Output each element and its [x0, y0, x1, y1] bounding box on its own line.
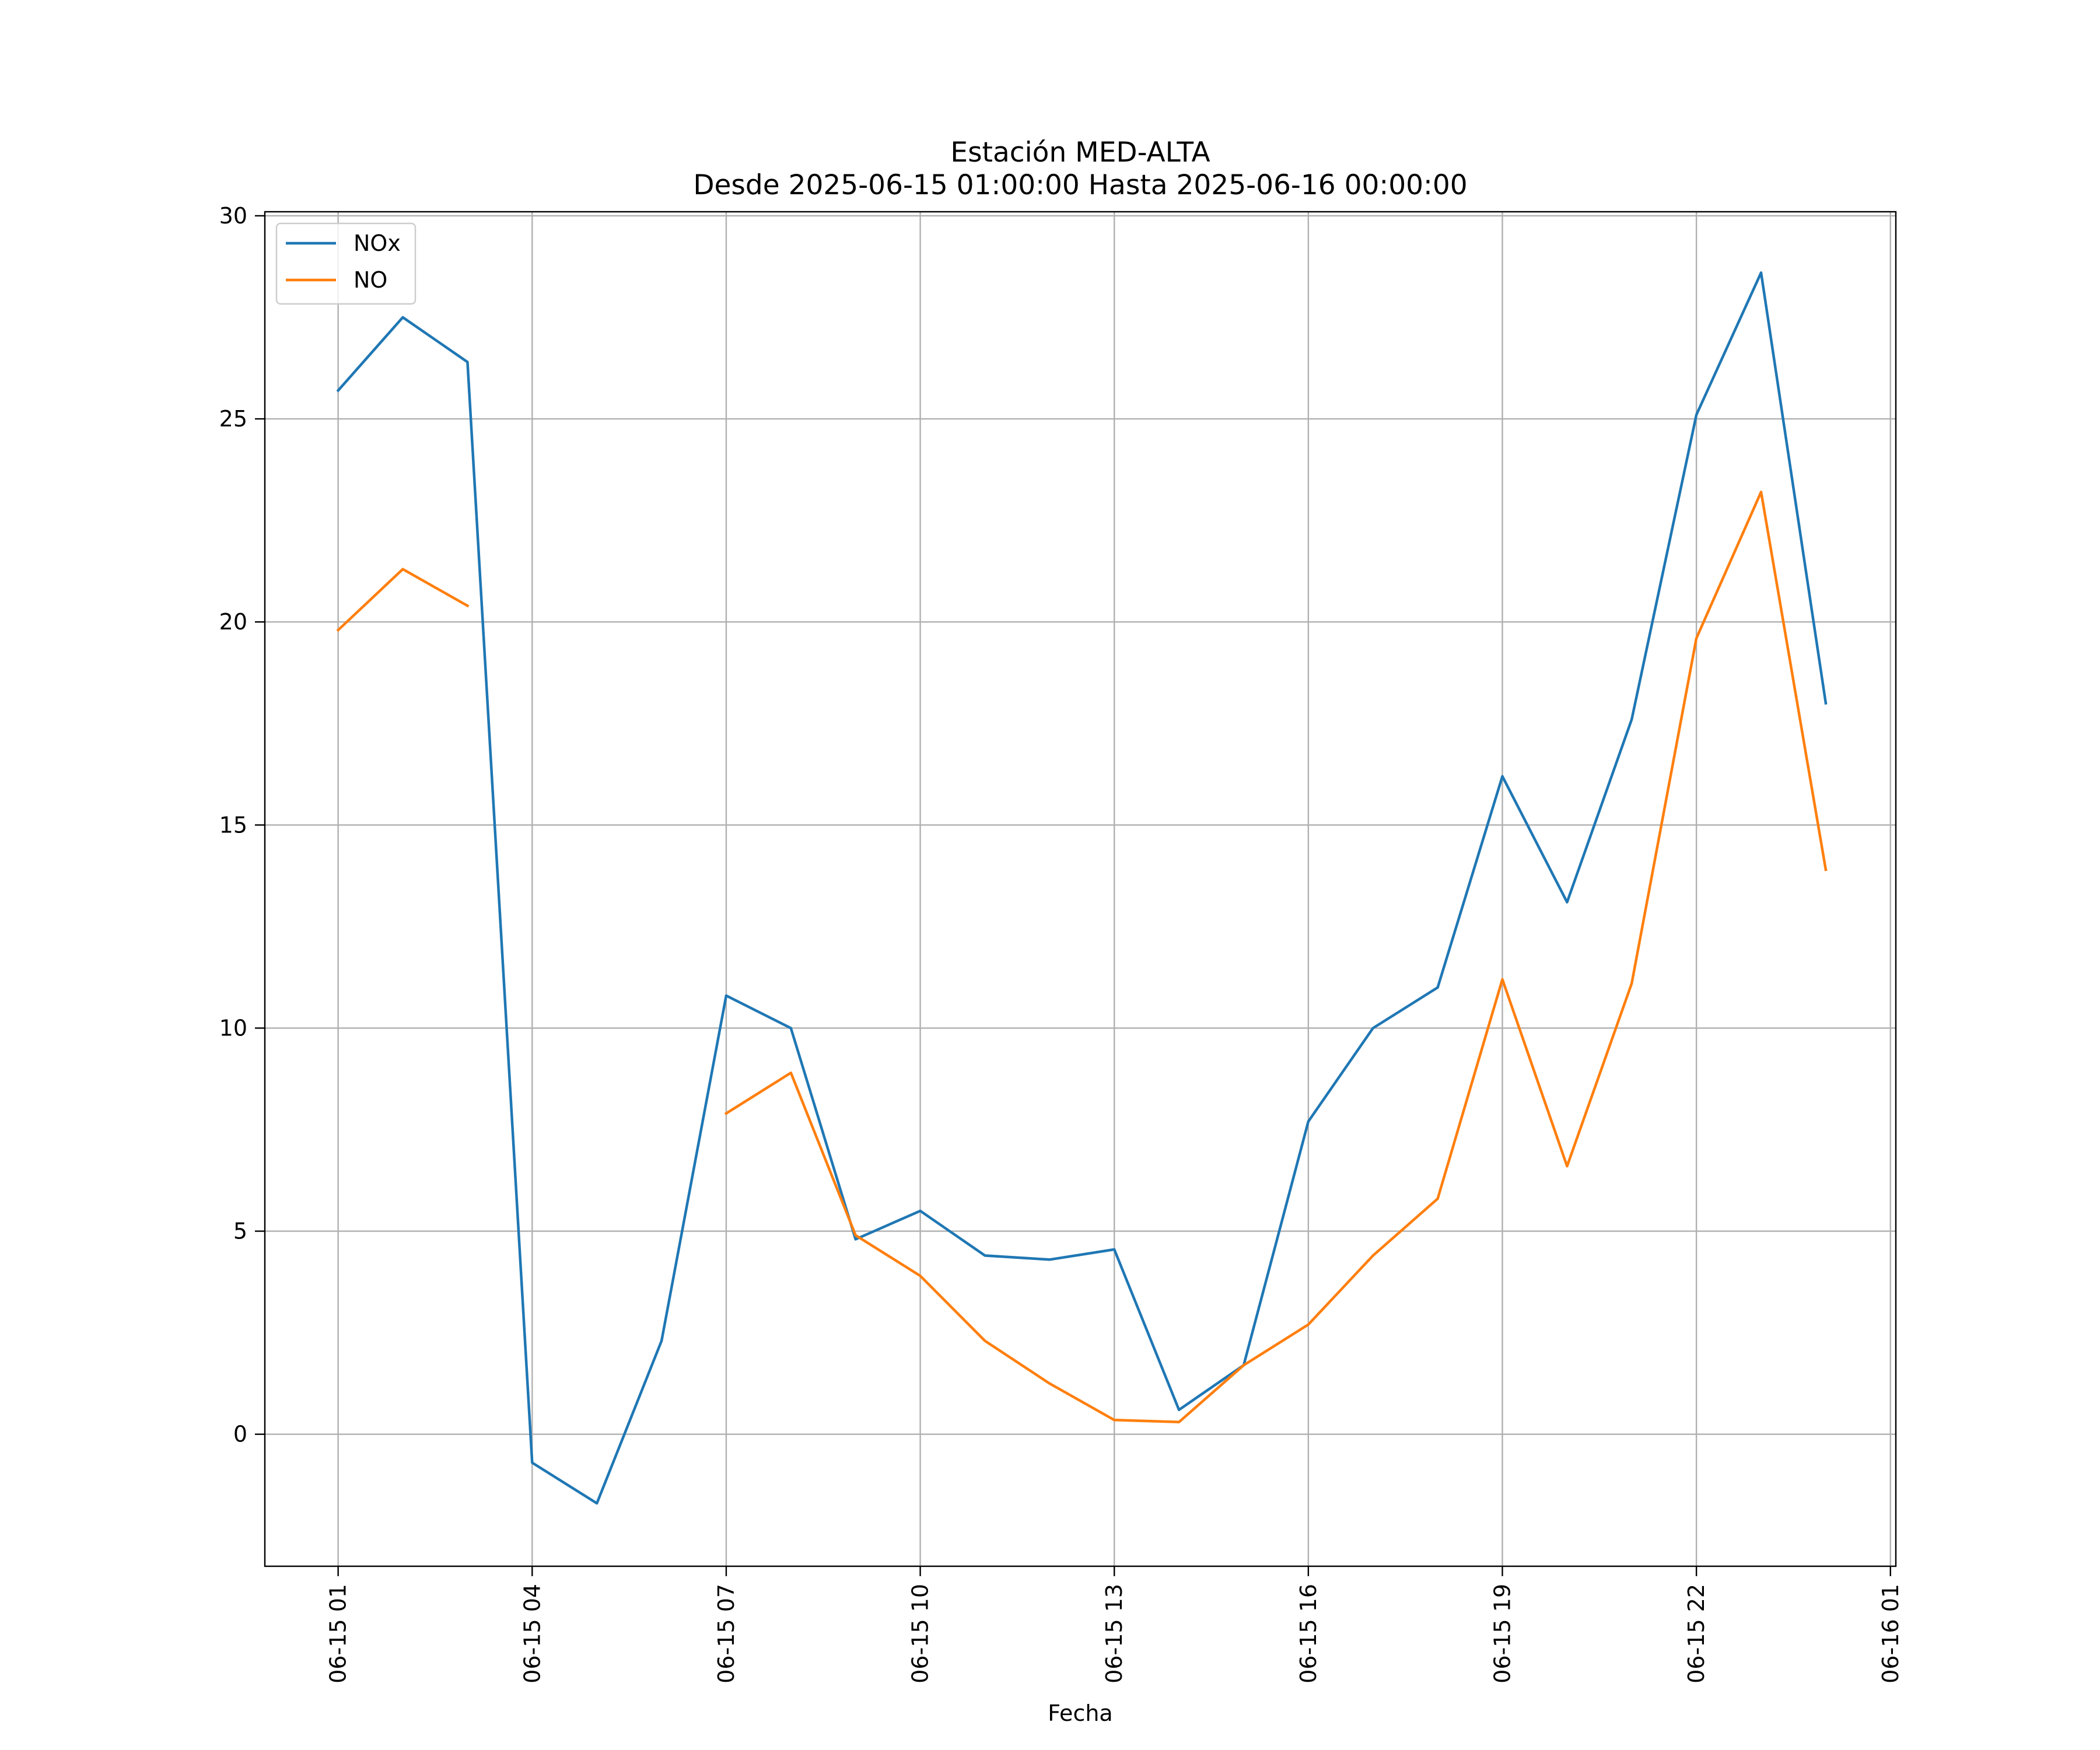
series-line-nox: [336, 271, 1828, 1505]
x-tick-label: 06-15 07: [713, 1584, 739, 1684]
x-tick-label: 06-15 01: [326, 1584, 351, 1684]
x-tick-label: 06-15 10: [908, 1584, 933, 1684]
plot-frame: [264, 211, 1897, 1567]
x-tick-label: 06-15 19: [1489, 1584, 1515, 1684]
y-tick-label: 30: [219, 203, 247, 229]
x-axis-label: Fecha: [1048, 1700, 1112, 1726]
y-tick-label: 25: [219, 406, 247, 432]
legend-label-nox: NOx: [354, 230, 401, 256]
legend: NOx NO: [275, 222, 416, 305]
y-tick-label: 10: [219, 1015, 247, 1041]
axis-ticks: 06-15 01 06-15 04 06-15 07 06-15 10 06-15 13…: [219, 203, 1903, 1684]
grid: [265, 212, 1896, 1566]
x-tick-label: 06-15 16: [1296, 1584, 1321, 1684]
y-tick-label: 0: [233, 1422, 247, 1447]
x-tick-label: 06-15 04: [519, 1584, 545, 1684]
series-line-no: [336, 491, 1828, 1424]
y-tick-label: 5: [233, 1219, 247, 1244]
chart-title-line-1: Estación MED-ALTA: [950, 136, 1210, 169]
y-tick-label: 15: [219, 812, 247, 838]
y-tick-label: 20: [219, 609, 247, 635]
x-tick-label: 06-15 22: [1684, 1584, 1709, 1684]
chart-title-line-2: Desde 2025-06-15 01:00:00 Hasta 2025-06-…: [693, 169, 1467, 201]
plot-series: [336, 271, 1828, 1505]
x-tick-label: 06-16 01: [1878, 1584, 1903, 1684]
legend-label-no: NO: [354, 267, 387, 293]
x-tick-label: 06-15 13: [1101, 1584, 1127, 1684]
